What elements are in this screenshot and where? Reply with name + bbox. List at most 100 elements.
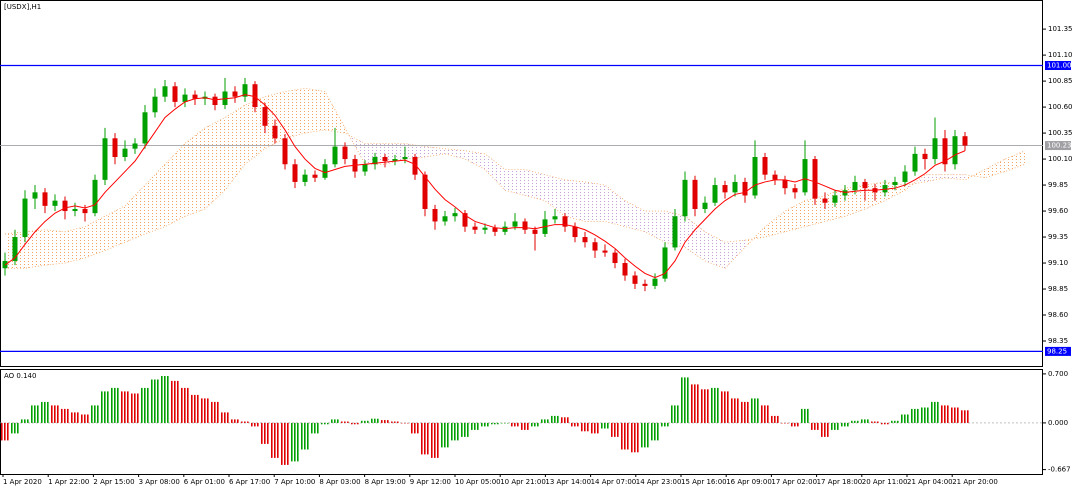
ao-bar <box>111 387 113 423</box>
candle-body <box>442 216 448 222</box>
ao-bar <box>764 405 766 423</box>
ao-bar <box>851 420 853 423</box>
candle-body <box>892 181 898 186</box>
cloud-segment <box>105 205 125 251</box>
ao-bar <box>484 422 486 427</box>
ao-bar <box>234 419 236 423</box>
level-label-box <box>1045 60 1071 70</box>
candle-body <box>232 91 238 97</box>
ao-bar <box>574 422 576 427</box>
ao-bar <box>427 422 429 455</box>
ao-bar <box>134 393 136 423</box>
ao-bar <box>301 422 303 450</box>
ao-bar <box>637 422 639 453</box>
ao-bar <box>361 420 363 423</box>
candle-body <box>292 164 298 182</box>
x-tick-label: 15 Apr 16:00 <box>681 478 727 486</box>
ao-bar <box>651 422 653 441</box>
y-tick-label: 100.60 <box>1048 103 1073 111</box>
cloud-segment <box>485 153 505 191</box>
candle-body <box>322 164 328 178</box>
ao-bar <box>341 421 343 423</box>
cloud-segment <box>405 143 425 160</box>
ao-bar <box>931 401 933 423</box>
ao-bar <box>424 422 426 455</box>
y-tick-label: 100.10 <box>1048 155 1073 163</box>
cloud-segment <box>545 174 565 217</box>
ao-bar <box>927 407 929 423</box>
ao-bar <box>114 387 116 423</box>
candle-body <box>332 146 338 165</box>
candle-body <box>312 174 318 178</box>
candle-body <box>932 138 938 160</box>
ao-bar <box>787 422 789 424</box>
ao-bar <box>591 422 593 434</box>
ao-bar <box>357 422 359 425</box>
cloud-segment <box>625 200 645 232</box>
x-tick-label: 13 Apr 14:00 <box>545 478 591 486</box>
ao-bar <box>101 391 103 423</box>
ao-bar <box>661 422 663 427</box>
ao-bar <box>834 422 836 430</box>
candle-body <box>712 185 718 203</box>
ao-bar <box>894 420 896 423</box>
candle-body <box>492 227 498 232</box>
ao-bar <box>721 391 723 423</box>
candle-body <box>502 226 508 232</box>
ao-bar <box>411 422 413 434</box>
x-tick-label: 14 Apr 07:00 <box>591 478 637 486</box>
candle-body <box>172 86 178 102</box>
candle-body <box>72 208 78 212</box>
ao-bar <box>417 422 419 434</box>
ao-bar <box>227 412 229 423</box>
ao-bar <box>524 422 526 430</box>
ao-bar <box>181 387 183 423</box>
ao-bar <box>241 421 243 423</box>
ao-bar <box>961 410 963 423</box>
ao-bar <box>837 422 839 430</box>
cloud-segment <box>305 88 325 134</box>
ao-bar <box>161 376 163 423</box>
ao-bar <box>874 421 876 423</box>
candle-body <box>152 96 158 113</box>
ao-bar <box>141 387 143 423</box>
candle-body <box>342 146 348 160</box>
candle-body <box>742 181 748 196</box>
ao-bar <box>324 422 326 425</box>
ao-bar <box>464 422 466 437</box>
candle-body <box>112 138 118 157</box>
ao-bar <box>44 401 46 423</box>
ao-bar <box>671 405 673 423</box>
ao-bar <box>654 422 656 441</box>
ao-bar <box>94 405 96 423</box>
cloud-segment <box>585 181 605 222</box>
ao-bar <box>377 418 379 423</box>
level-label: 98.25 <box>1047 347 1067 355</box>
ao-bar <box>131 393 133 423</box>
ao-bar <box>761 405 763 423</box>
ao-bar <box>784 422 786 424</box>
ao-bar <box>917 408 919 423</box>
candle-body <box>962 136 968 146</box>
ao-bar <box>414 422 416 434</box>
cloud-segment <box>145 164 165 234</box>
ao-bar <box>337 419 339 423</box>
ao-bar <box>884 422 886 425</box>
ao-bar <box>467 422 469 437</box>
ao-bar <box>461 422 463 437</box>
y-tick-label: 99.10 <box>1048 259 1068 267</box>
ao-bar <box>4 422 6 441</box>
x-tick-label: 16 Apr 09:00 <box>726 478 772 486</box>
ao-bar <box>344 421 346 423</box>
ao-bar <box>771 415 773 423</box>
candle-body <box>882 185 888 193</box>
cloud-segment <box>645 211 665 243</box>
candle-body <box>732 181 738 193</box>
ao-bar <box>611 422 613 437</box>
ao-bar <box>517 422 519 427</box>
ao-bar <box>541 419 543 423</box>
cloud-segment <box>465 150 485 170</box>
ao-bar <box>607 422 609 429</box>
ao-bar <box>544 419 546 423</box>
candle-body <box>922 153 928 160</box>
